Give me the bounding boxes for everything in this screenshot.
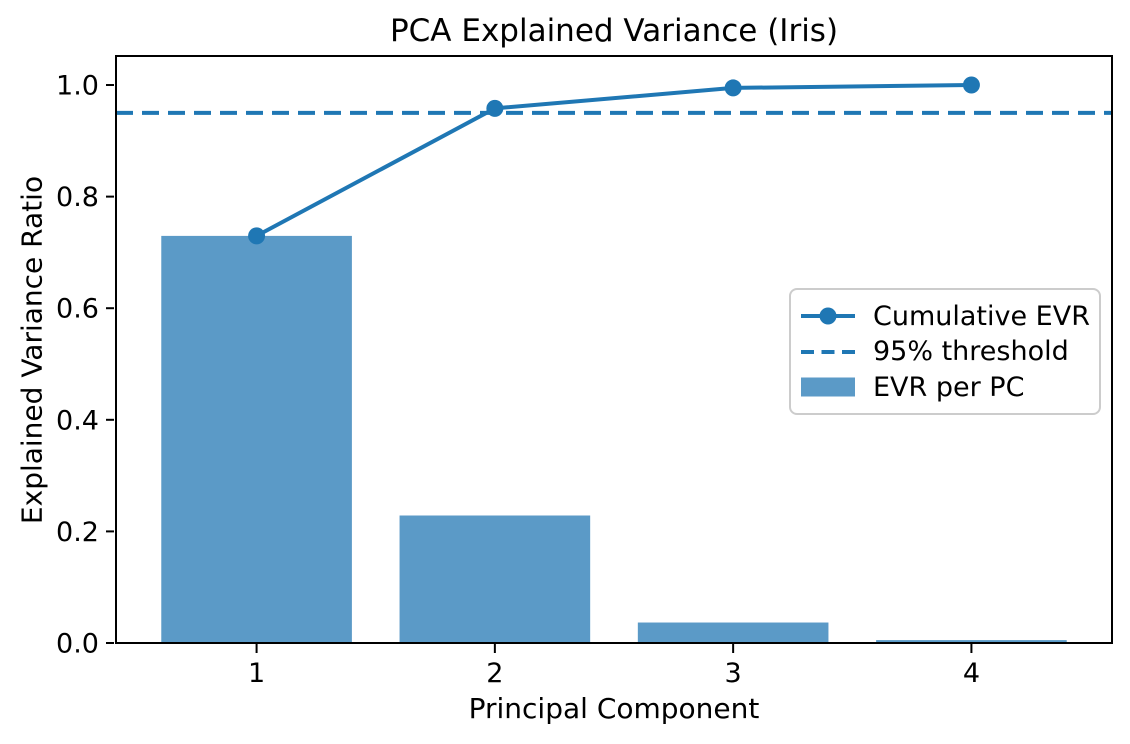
legend-entry-cumulative-evr: Cumulative EVR xyxy=(801,300,1090,332)
bar-pc1 xyxy=(161,235,352,644)
y-tick-label: 0.2 xyxy=(56,517,99,548)
y-tick-label: 0.8 xyxy=(56,182,99,213)
legend-entry-evr-per-pc: EVR per PC xyxy=(801,374,1087,401)
chart-title: PCA Explained Variance (Iris) xyxy=(389,13,839,49)
x-tick-label: 1 xyxy=(248,658,265,689)
axes-frame xyxy=(115,55,1113,644)
x-tick-label: 4 xyxy=(963,658,980,689)
y-tick-label: 0.6 xyxy=(56,294,99,325)
dashed-line-swatch-icon xyxy=(801,349,855,354)
y-tick-label: 1.0 xyxy=(56,71,99,102)
cumulative-marker-pc3 xyxy=(724,79,742,97)
y-tick-label: 0.4 xyxy=(56,405,99,436)
x-axis-label: Principal Component xyxy=(468,692,760,725)
bar-pc3 xyxy=(637,622,829,643)
legend-label-cumulative-evr: Cumulative EVR xyxy=(873,300,1090,332)
legend-label-threshold: 95% threshold xyxy=(873,336,1069,367)
x-tick-label: 3 xyxy=(725,658,742,689)
y-tick-label: 0.0 xyxy=(56,629,99,660)
cumulative-line xyxy=(255,83,972,238)
x-tick-label: 2 xyxy=(486,658,503,689)
cumulative-marker-pc1 xyxy=(248,227,266,245)
legend-entry-threshold: 95% threshold xyxy=(801,338,1087,365)
line-marker-swatch-icon xyxy=(801,307,855,325)
bar-pc4 xyxy=(876,640,1067,643)
bar-pc2 xyxy=(399,515,591,643)
cumulative-marker-pc4 xyxy=(962,76,980,94)
cumulative-marker-pc2 xyxy=(486,99,504,117)
bar-swatch-icon xyxy=(801,377,855,397)
legend: Cumulative EVR 95% threshold EVR per PC xyxy=(789,288,1101,415)
legend-label-evr-per-pc: EVR per PC xyxy=(873,371,1025,403)
